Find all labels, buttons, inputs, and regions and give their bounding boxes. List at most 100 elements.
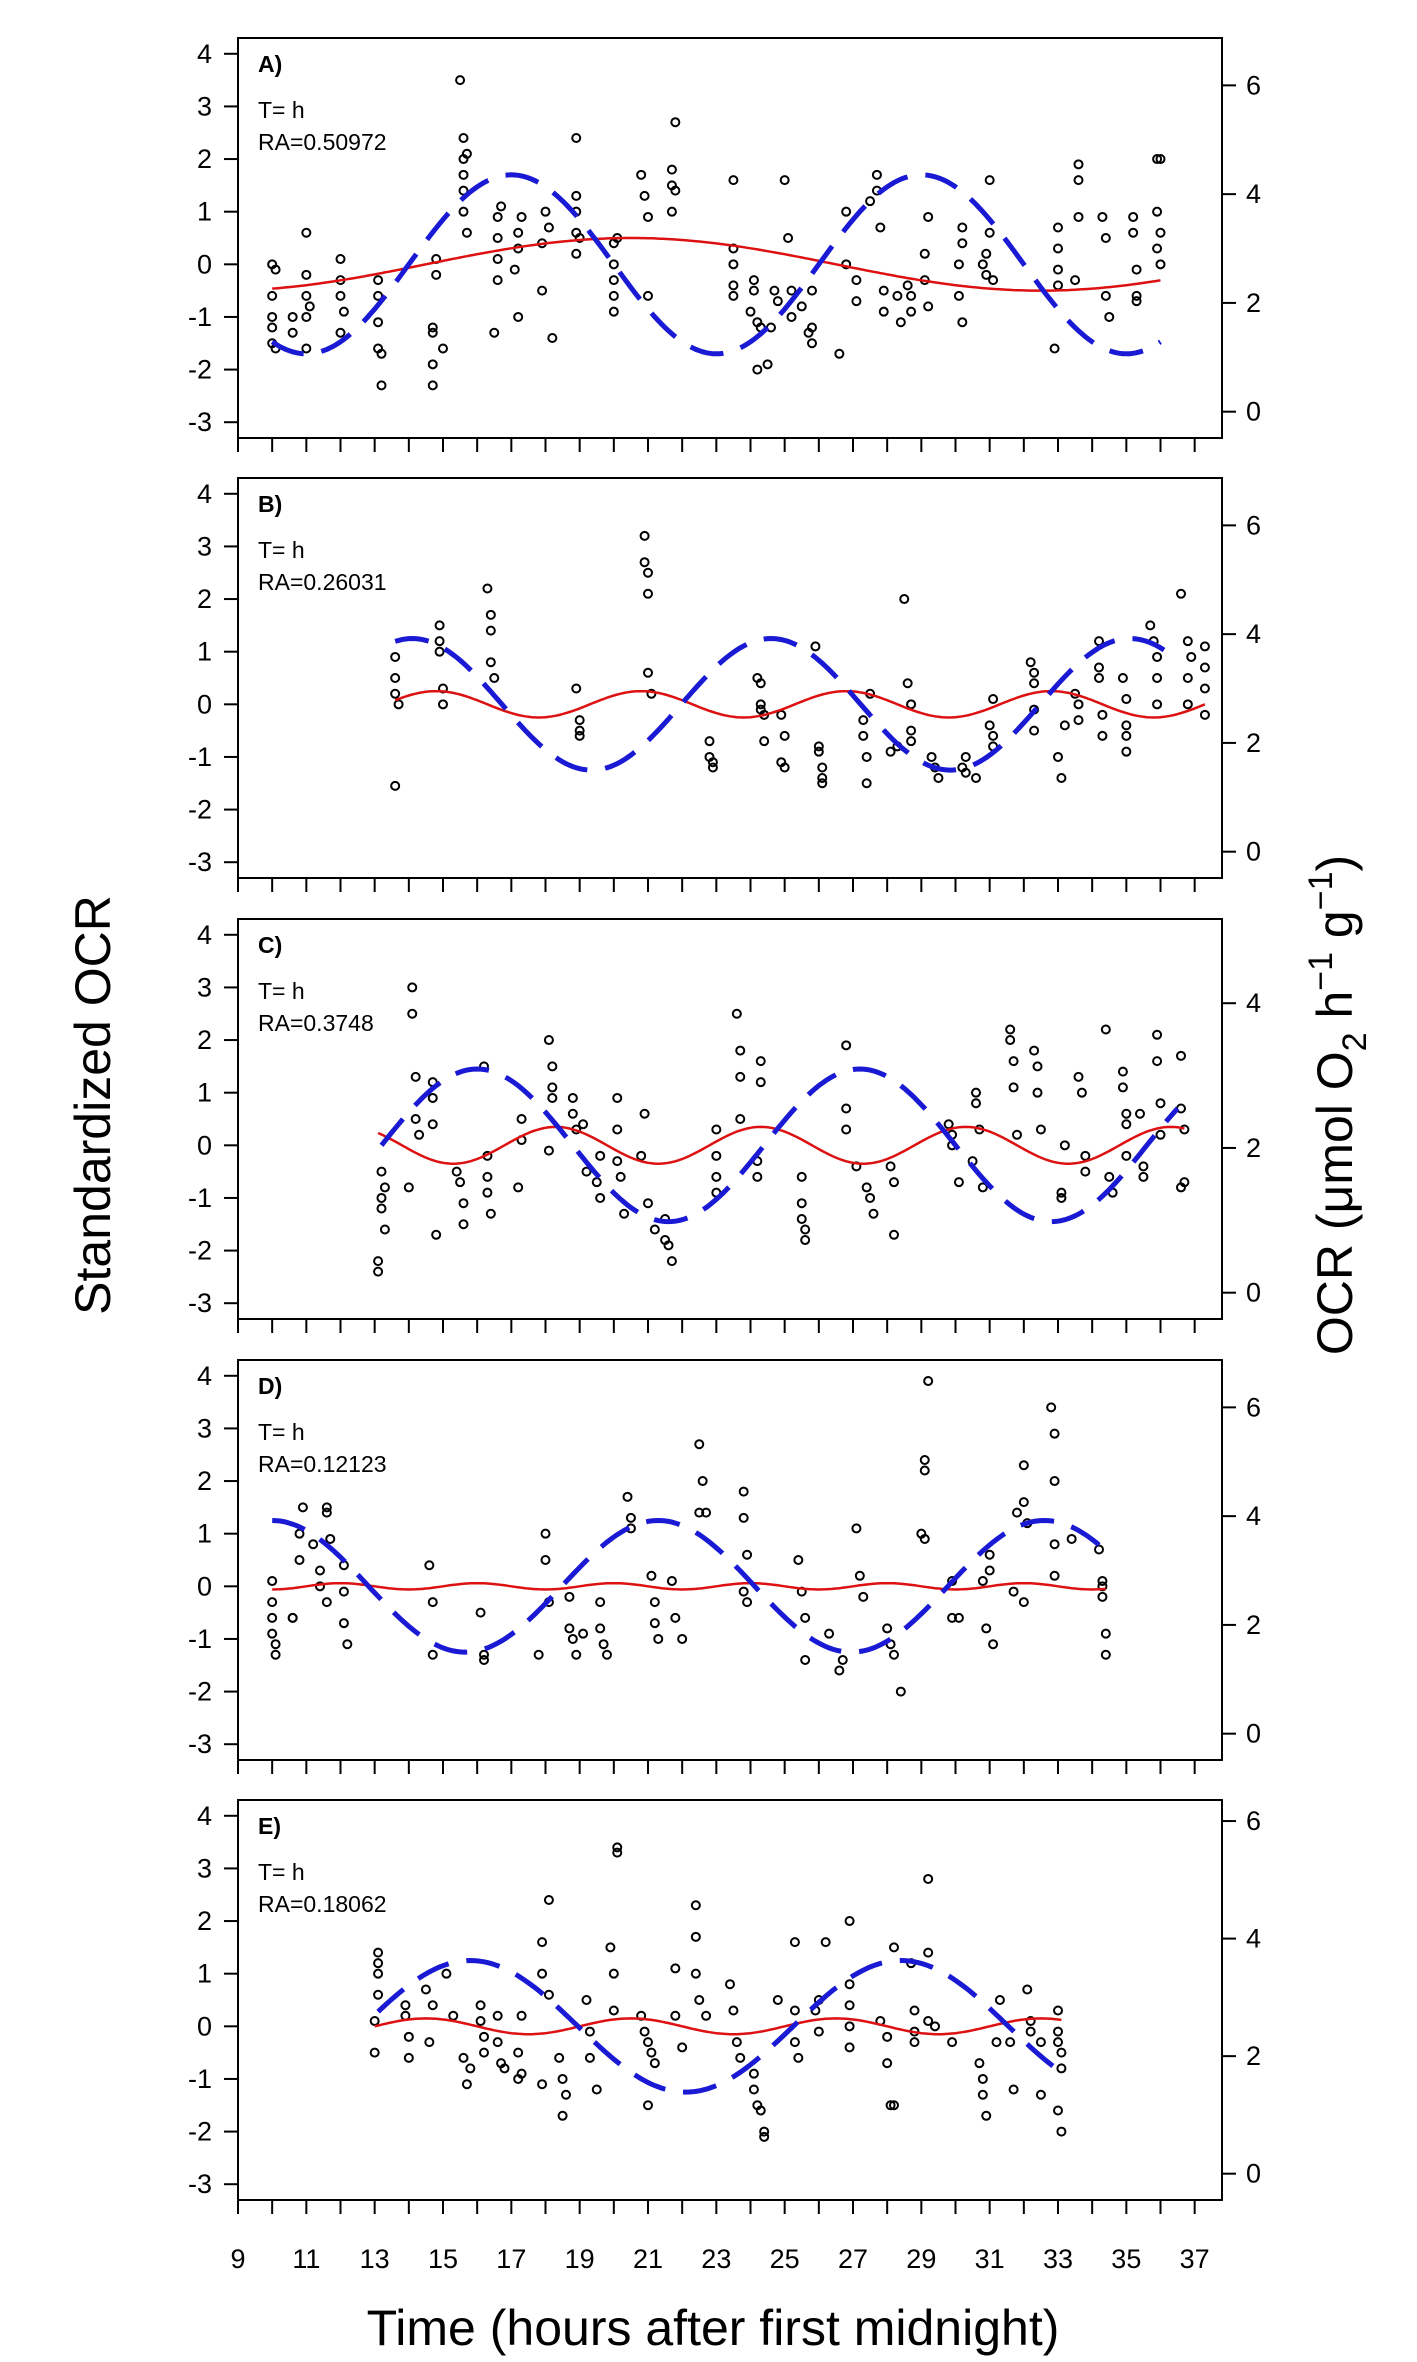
x-tick-label: 33 xyxy=(1043,2244,1073,2274)
data-point xyxy=(666,206,677,217)
data-point xyxy=(690,1968,701,1979)
data-point xyxy=(431,269,442,280)
data-point xyxy=(728,290,739,301)
model-curve xyxy=(379,1066,1180,1225)
data-point xyxy=(851,296,862,307)
data-point xyxy=(461,227,472,238)
data-point xyxy=(643,667,653,678)
data-point xyxy=(376,1192,387,1203)
data-point xyxy=(321,1597,332,1608)
data-point xyxy=(567,1633,578,1644)
data-point xyxy=(953,290,964,301)
data-point xyxy=(882,1623,893,1634)
data-point xyxy=(578,1119,589,1130)
data-point xyxy=(537,1968,548,1979)
data-point xyxy=(861,751,872,762)
data-point xyxy=(711,1124,722,1135)
data-point xyxy=(1056,1187,1067,1198)
data-point xyxy=(844,1979,855,1990)
data-point xyxy=(643,1198,653,1209)
data-point xyxy=(543,1145,554,1156)
data-point xyxy=(335,254,346,265)
left-tick-label: 3 xyxy=(197,1413,212,1443)
data-point xyxy=(492,2037,503,2048)
data-point xyxy=(574,233,585,243)
data-point xyxy=(820,1937,831,1948)
data-point xyxy=(1117,673,1128,683)
data-point xyxy=(608,1968,619,1979)
x-tick-label: 23 xyxy=(701,2244,731,2274)
data-point xyxy=(492,275,503,286)
data-point xyxy=(1049,343,1060,354)
data-point xyxy=(796,1171,807,1182)
data-point xyxy=(612,1124,623,1135)
data-point xyxy=(540,1555,551,1565)
data-point xyxy=(591,2084,602,2095)
data-point xyxy=(646,2047,657,2058)
data-point xyxy=(810,641,821,652)
left-tick-label: -1 xyxy=(188,2064,212,2094)
data-point xyxy=(926,751,937,762)
data-point xyxy=(981,248,992,259)
data-point xyxy=(1121,694,1132,705)
data-point xyxy=(977,1182,988,1193)
data-point xyxy=(1152,154,1163,165)
data-point xyxy=(728,259,739,270)
x-tick-label: 31 xyxy=(975,2244,1005,2274)
data-point xyxy=(772,296,783,307)
data-point xyxy=(677,2042,688,2053)
data-point xyxy=(571,248,582,259)
panel-letter: A) xyxy=(258,51,282,77)
data-point xyxy=(725,1979,735,1990)
left-tick-label: -1 xyxy=(188,1183,212,1213)
left-tick-label: 4 xyxy=(197,920,212,950)
data-point xyxy=(625,1512,636,1523)
left-tick-label: 1 xyxy=(197,1078,212,1108)
data-point xyxy=(953,1612,964,1623)
data-point xyxy=(748,2084,759,2095)
left-tick-label: 1 xyxy=(197,1519,212,1549)
ra-text: RA=0.18062 xyxy=(258,1891,387,1917)
data-point xyxy=(301,311,312,322)
data-point xyxy=(875,222,886,233)
data-point xyxy=(666,164,677,175)
data-point xyxy=(543,1035,554,1046)
data-point xyxy=(1008,1056,1019,1067)
data-point xyxy=(1152,673,1163,683)
data-point xyxy=(513,2047,524,2058)
data-point xyxy=(267,1612,278,1623)
data-point xyxy=(492,211,503,222)
right-tick-label: 6 xyxy=(1246,70,1261,100)
data-point xyxy=(1029,678,1040,689)
data-point xyxy=(841,206,852,217)
data-point xyxy=(373,1989,384,2000)
data-point xyxy=(947,2037,958,2048)
panel-letter: B) xyxy=(258,491,282,517)
data-point xyxy=(373,317,384,328)
data-point xyxy=(643,211,653,222)
data-point xyxy=(584,2026,595,2037)
data-point xyxy=(482,1171,493,1182)
data-point xyxy=(1097,211,1108,222)
data-point xyxy=(779,730,790,741)
data-point xyxy=(1100,233,1111,243)
data-point xyxy=(342,1639,353,1650)
data-point xyxy=(1094,1544,1104,1555)
data-point xyxy=(871,169,882,180)
data-point xyxy=(475,2016,486,2027)
data-point xyxy=(540,1528,551,1539)
data-point xyxy=(889,1177,899,1188)
ra-text: RA=0.26031 xyxy=(258,569,387,595)
data-point xyxy=(892,290,903,301)
data-point xyxy=(1176,1050,1186,1061)
data-point xyxy=(906,699,917,710)
data-point xyxy=(373,1968,384,1979)
data-point xyxy=(800,1224,811,1235)
data-point xyxy=(1035,2037,1046,2048)
data-point xyxy=(513,227,524,238)
left-tick-label: -2 xyxy=(188,2117,212,2147)
data-point xyxy=(537,2079,548,2090)
left-tick-label: -3 xyxy=(188,847,212,877)
data-point xyxy=(1094,673,1104,683)
data-point xyxy=(301,343,312,354)
